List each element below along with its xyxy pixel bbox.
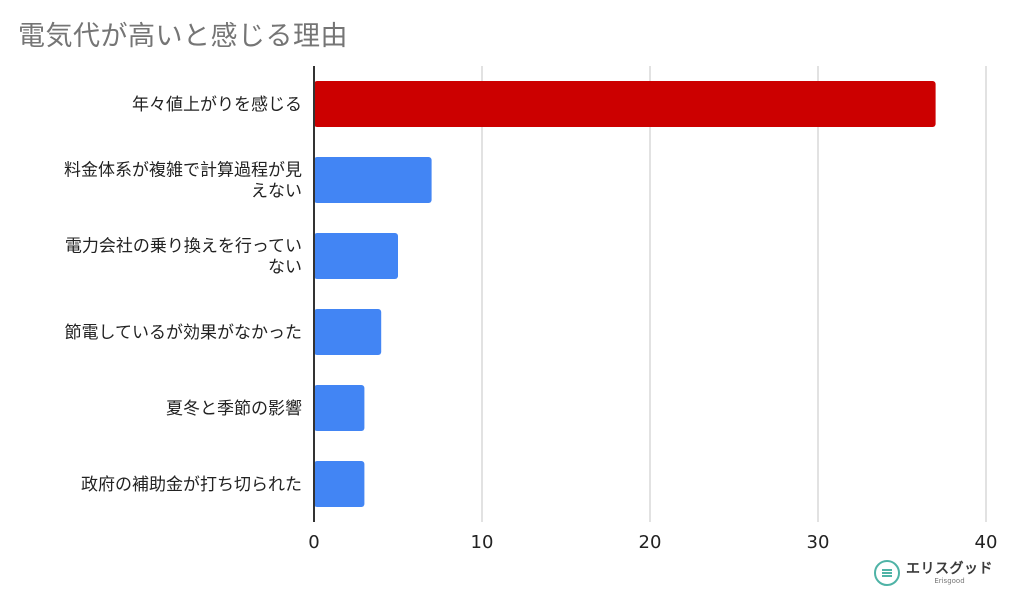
x-tick-label: 40 (975, 532, 998, 553)
logo-icon (874, 560, 900, 586)
bar (314, 385, 365, 431)
bar (314, 157, 432, 203)
category-labels: 年々値上がりを感じる料金体系が複雑で計算過程が見えない電力会社の乗り換えを行って… (64, 95, 302, 495)
category-label: 政府の補助金が打ち切られた (81, 475, 302, 495)
x-tick-label: 30 (807, 532, 830, 553)
grid-lines (481, 66, 987, 522)
bar (314, 461, 365, 507)
category-label: 節電しているが効果がなかった (65, 323, 303, 343)
bars (314, 81, 936, 507)
category-label: 電力会社の乗り換えを行っていない (65, 237, 302, 278)
category-label: 夏冬と季節の影響 (166, 399, 302, 419)
x-tick-label: 0 (308, 532, 319, 553)
logo-name: エリスグッド (906, 560, 993, 577)
bar (314, 81, 936, 127)
bar (314, 309, 382, 355)
x-tick-labels: 0 10 20 30 40 (308, 532, 997, 553)
logo-subtext: Erisgood (934, 576, 965, 585)
bar (314, 233, 398, 279)
x-tick-label: 20 (639, 532, 662, 553)
category-label: 料金体系が複雑で計算過程が見えない (64, 161, 302, 202)
category-label: 年々値上がりを感じる (132, 95, 302, 115)
x-tick-label: 10 (471, 532, 494, 553)
chart-title: 電気代が高いと感じる理由 (18, 21, 348, 52)
brand-logo: エリスグッド Erisgood (874, 560, 993, 586)
